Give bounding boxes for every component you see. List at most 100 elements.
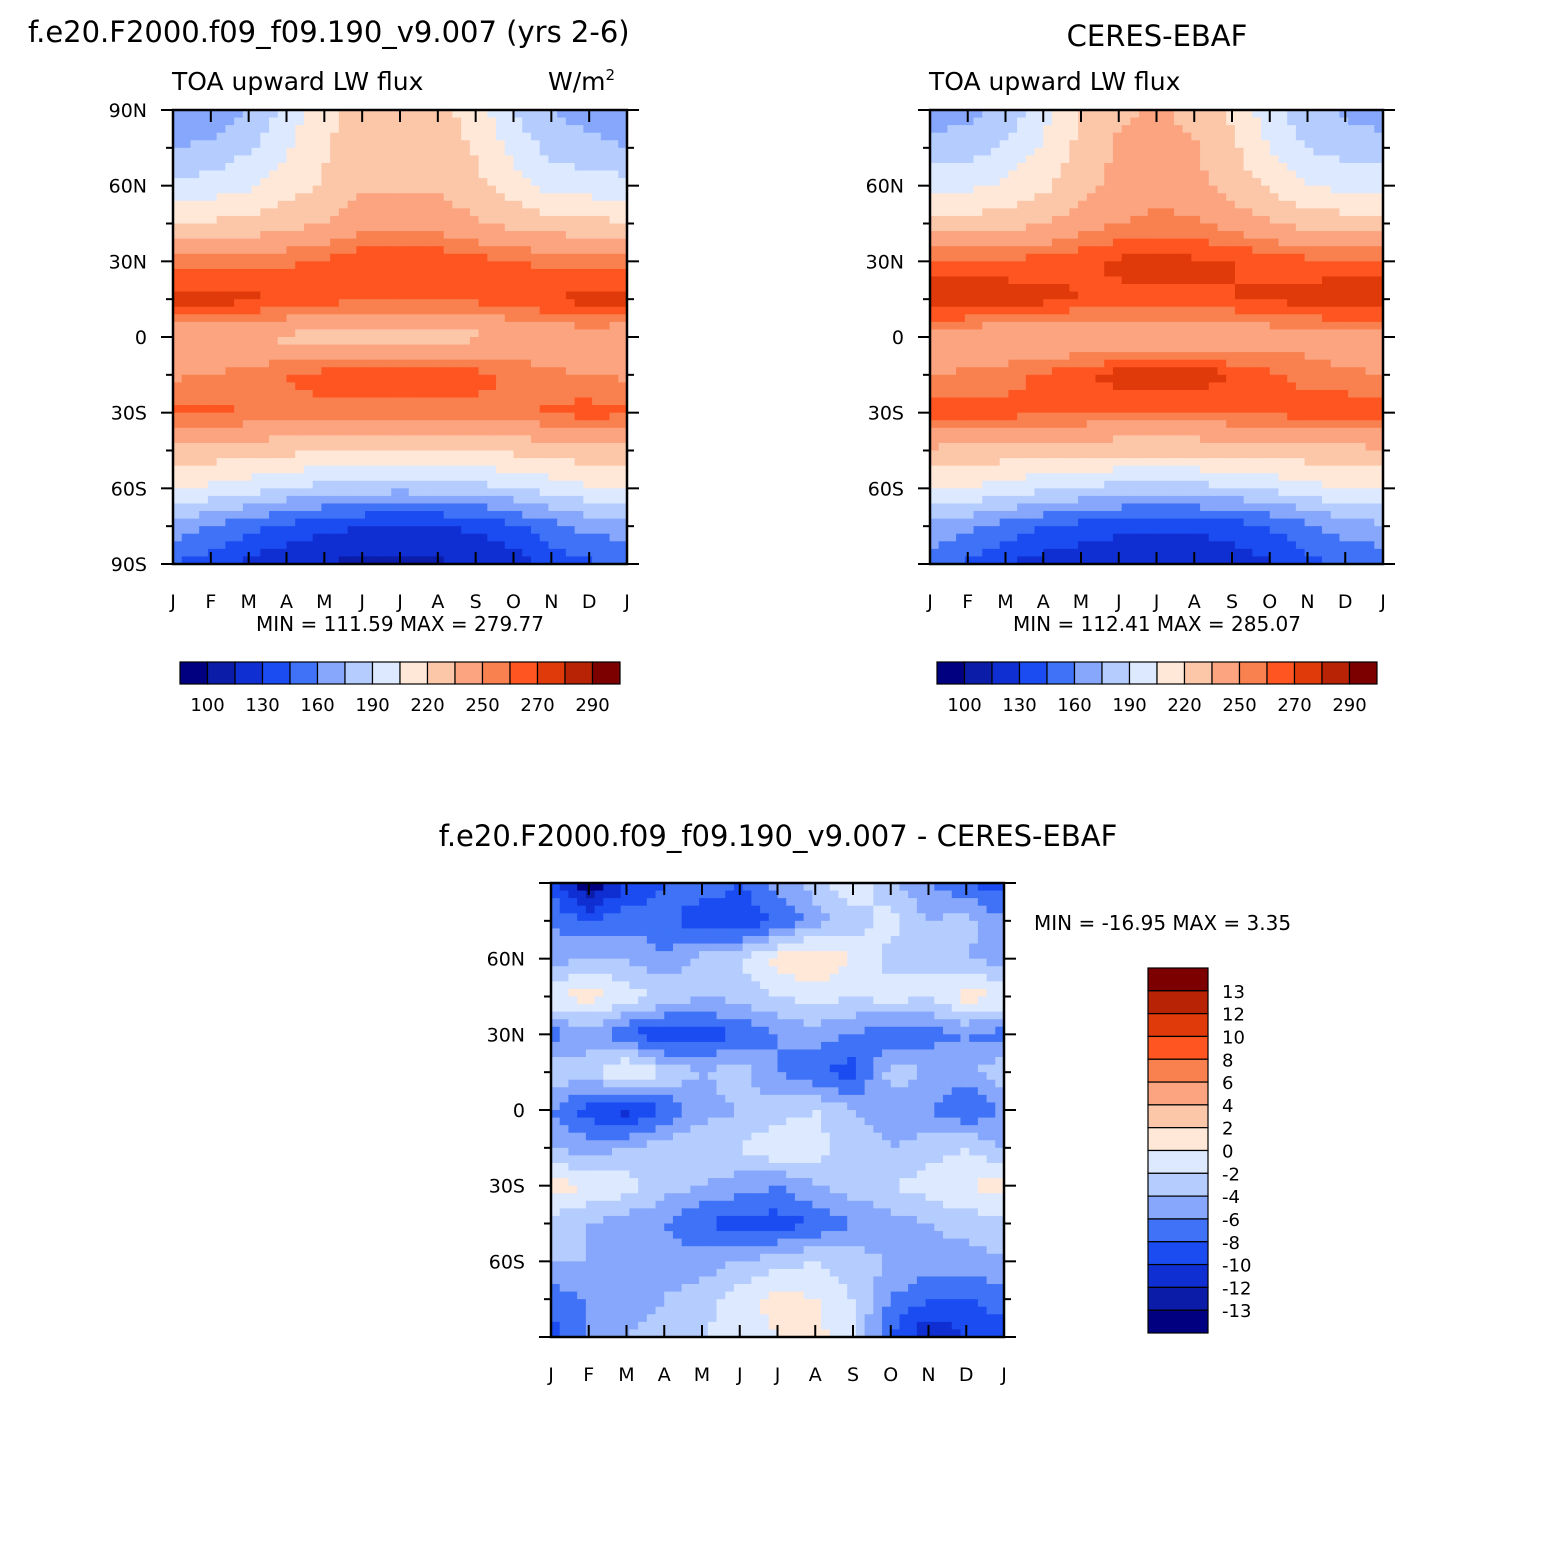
heatmap-cell [600, 117, 611, 126]
heatmap-cell [973, 208, 983, 217]
heatmap-cell [321, 125, 331, 134]
heatmap-cell [443, 427, 453, 436]
heatmap-cell [199, 200, 209, 209]
heatmap-cell [583, 246, 593, 255]
heatmap-cell [504, 541, 515, 550]
heatmap-cell [347, 140, 357, 149]
heatmap-cell [938, 140, 949, 149]
heatmap-cell [1365, 337, 1375, 346]
heatmap-cell [452, 337, 462, 346]
heatmap-cell [260, 374, 270, 383]
heatmap-cell [1034, 170, 1044, 179]
heatmap-cell [338, 223, 349, 232]
heatmap-cell [618, 382, 628, 391]
heatmap-cell [391, 405, 401, 414]
heatmap-cell [548, 117, 558, 126]
heatmap-cell [539, 140, 550, 149]
heatmap-cell [1147, 125, 1158, 134]
heatmap-cell [190, 473, 200, 482]
heatmap-cell [1086, 178, 1097, 187]
heatmap-cell [242, 284, 253, 293]
heatmap-cell [1017, 337, 1027, 346]
heatmap-cell [1086, 284, 1097, 293]
heatmap-cell [181, 337, 192, 346]
heatmap-cell [1217, 329, 1227, 338]
heatmap-cell [999, 223, 1009, 232]
heatmap-cell [565, 412, 576, 421]
heatmap-cell [469, 337, 480, 346]
heatmap-cell [234, 110, 244, 119]
heatmap-cell [1008, 185, 1018, 194]
heatmap-cell [1269, 208, 1280, 217]
heatmap-cell [321, 215, 331, 225]
heatmap-cell [321, 314, 331, 323]
heatmap-cell [583, 488, 593, 497]
heatmap-cell [461, 238, 471, 247]
heatmap-cell [1348, 193, 1358, 202]
heatmap-cell [548, 140, 558, 149]
heatmap-cell [1060, 193, 1070, 202]
heatmap-cell [1043, 231, 1053, 240]
heatmap-cell [1348, 246, 1358, 255]
heatmap-cell [565, 465, 576, 474]
heatmap-cell [487, 533, 497, 542]
heatmap-cell [1104, 155, 1114, 164]
heatmap-cell [496, 178, 506, 187]
heatmap-cell [312, 306, 323, 315]
heatmap-cell [1269, 329, 1280, 338]
heatmap-cell [1008, 200, 1018, 209]
heatmap-cell [373, 276, 384, 285]
heatmap-cell [469, 488, 480, 497]
heatmap-cell [938, 223, 949, 232]
heatmap-cell [434, 427, 445, 436]
heatmap-cell [330, 170, 340, 179]
heatmap-cell [548, 200, 558, 209]
heatmap-cell [1191, 314, 1201, 323]
heatmap-cell [513, 488, 523, 497]
heatmap-cell [1095, 344, 1105, 353]
heatmap-cell [269, 337, 279, 346]
heatmap-cell [1069, 261, 1079, 270]
heatmap-cell [286, 155, 296, 164]
heatmap-cell [583, 215, 593, 225]
heatmap-cell [557, 268, 567, 278]
heatmap-cell [469, 389, 480, 399]
heatmap-cell [199, 450, 209, 459]
heatmap-cell [295, 359, 305, 368]
heatmap-cell [234, 458, 244, 467]
heatmap-cell [426, 548, 436, 558]
heatmap-cell [216, 533, 226, 542]
heatmap-cell [1182, 291, 1192, 300]
heatmap-cell [938, 314, 949, 323]
heatmap-cell [321, 556, 331, 565]
heatmap-cell [1104, 231, 1114, 240]
heatmap-cell [1217, 306, 1227, 315]
heatmap-cell [1295, 185, 1306, 194]
heatmap-cell [1017, 223, 1027, 232]
heatmap-cell [1095, 231, 1105, 240]
heatmap-cell [557, 556, 567, 565]
heatmap-cell [1139, 299, 1149, 308]
heatmap-cell [207, 140, 218, 149]
heatmap-cell [1069, 170, 1079, 179]
heatmap-cell [539, 238, 550, 247]
heatmap-cell [1086, 276, 1097, 285]
heatmap-cell [973, 215, 983, 225]
heatmap-cell [452, 299, 462, 308]
heatmap-cell [277, 246, 288, 255]
heatmap-cell [1121, 329, 1131, 338]
heatmap-cell [277, 344, 288, 353]
heatmap-cell [461, 352, 471, 361]
heatmap-cell [513, 367, 523, 376]
heatmap-cell [391, 511, 401, 520]
heatmap-cell [1182, 314, 1192, 323]
heatmap-cell [365, 329, 375, 338]
heatmap-cell [181, 208, 192, 217]
heatmap-cell [277, 442, 288, 452]
heatmap-cell [999, 140, 1009, 149]
heatmap-cell [426, 125, 436, 134]
heatmap-cell [947, 284, 957, 293]
heatmap-cell [618, 208, 628, 217]
heatmap-cell [469, 261, 480, 270]
heatmap-cell [269, 132, 279, 141]
